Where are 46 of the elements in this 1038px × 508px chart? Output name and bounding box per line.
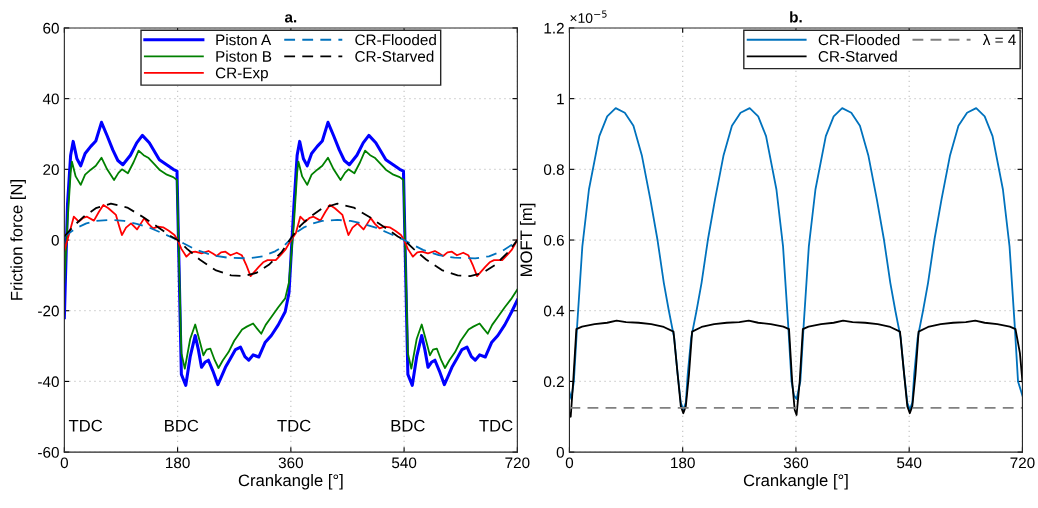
legend-label: CR-Starved: [818, 50, 897, 62]
y-tick-label: 0: [556, 446, 564, 458]
y-tick-label: 1.2: [544, 22, 564, 34]
legend-label: CR-Flooded: [818, 34, 900, 46]
y-tick-label: 0.4: [543, 305, 565, 317]
y-axis-title: Friction force [N]: [10, 180, 26, 300]
y-tick-label: 0: [51, 234, 59, 246]
y-tick-label: 40: [42, 93, 59, 105]
annotation: TDC: [277, 419, 311, 432]
x-tick-label: 360: [278, 457, 303, 469]
legend-label: CR-Exp: [215, 67, 268, 82]
y-tick-label: 20: [43, 164, 59, 176]
x-tick-label: 720: [505, 457, 530, 469]
y-tick-label: 60: [43, 22, 59, 34]
y-tick-label: -20: [38, 305, 59, 317]
x-tick-label: 360: [783, 457, 809, 469]
legend-label: CR-Flooded: [355, 34, 436, 46]
line-series: [569, 107, 1023, 411]
x-tick-label: 0: [60, 457, 69, 469]
y-tick-label: 0.2: [543, 376, 564, 388]
annotation: TDC: [68, 419, 103, 432]
text: ×10$^{−5}$: [570, 10, 607, 23]
annotation: BDC: [165, 419, 199, 432]
legend-label: λ = 4: [982, 34, 1016, 46]
x-tick-label: 720: [1010, 457, 1035, 469]
x-tick-label: 180: [671, 457, 695, 469]
y-tick-label: -60: [38, 446, 59, 458]
chart-title: a.: [284, 14, 297, 23]
legend-label: CR-Starved: [355, 50, 434, 62]
legend-label: Piston B: [216, 50, 272, 62]
annotation: TDC: [479, 419, 513, 432]
annotation: BDC: [391, 419, 425, 432]
x-tick-label: 540: [391, 457, 417, 469]
x-tick-label: 540: [897, 457, 922, 469]
x-axis-title: Crankangle [°]: [743, 474, 848, 490]
x-tick-label: 0: [565, 457, 574, 469]
line-series: [64, 149, 518, 370]
y-tick-label: 0.6: [543, 234, 564, 246]
y-tick-label: 1: [557, 93, 564, 105]
y-axis-title: MOFT [m]: [519, 203, 536, 277]
y-tick-label: 0.8: [543, 164, 564, 176]
x-axis-title: Crankangle [°]: [238, 474, 343, 490]
y-tick-label: -40: [38, 376, 59, 388]
legend-label: Piston A: [216, 34, 272, 46]
chart-title: b.: [790, 11, 802, 23]
x-tick-label: 180: [166, 457, 190, 469]
